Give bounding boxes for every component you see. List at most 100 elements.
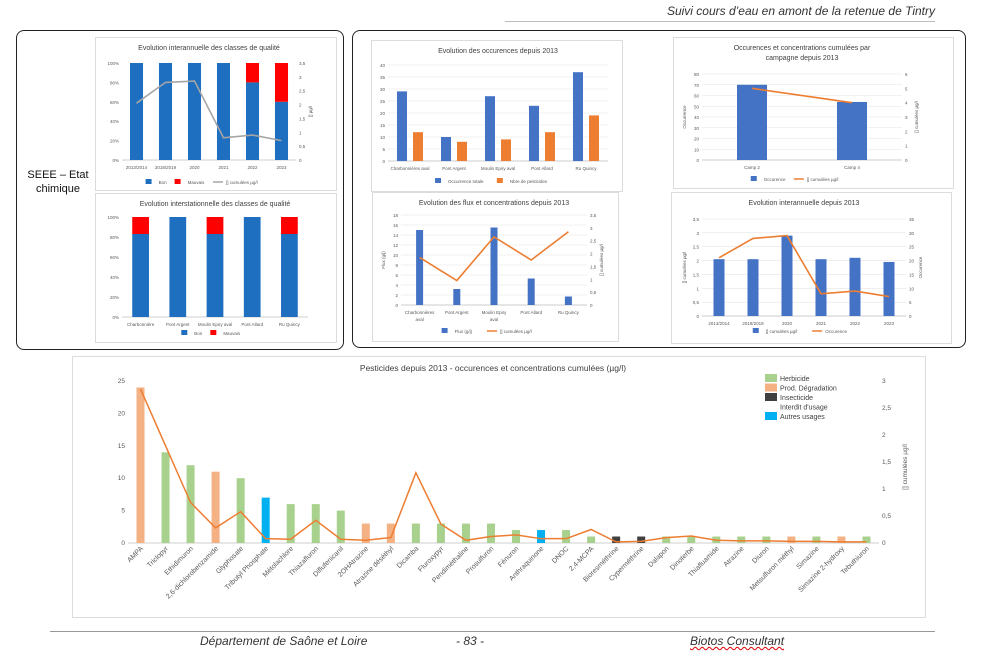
series-line [419, 231, 569, 282]
bar-primary [747, 259, 759, 316]
legend-label: Occurrence totale [448, 179, 484, 184]
bar-mauvais [245, 63, 260, 83]
bar-bon [206, 234, 224, 317]
y-tick-label: 20 [118, 410, 126, 417]
chart-c5: Evolution des flux et concentrations dep… [381, 200, 604, 334]
y-tick-label: 10 [380, 135, 386, 140]
bar-occurence [637, 536, 646, 543]
x-tick-label: aval [490, 317, 498, 322]
y2-tick-label: 20 [909, 259, 915, 264]
x-tick-label: 2021 [816, 321, 827, 326]
bar-primary [529, 105, 539, 161]
x-tick-label: Dicamba [396, 545, 421, 570]
bar-primary [453, 289, 461, 305]
x-tick-label: Triclopyr [146, 545, 170, 569]
y2-tick-label: 15 [909, 272, 915, 277]
y2-tick-label: 2 [905, 129, 908, 134]
x-tick-label: 2023 [276, 165, 287, 170]
legend-label: Bon [159, 180, 168, 185]
x-tick-label: Pont Allard [520, 310, 542, 315]
chart-c7: Pesticides depuis 2013 - occurences et c… [118, 363, 909, 600]
bar-occurence [461, 523, 470, 543]
legend-label: Mauvais [188, 180, 206, 185]
x-tick-label: 2021 [218, 165, 229, 170]
x-tick-label: 2020 [782, 321, 793, 326]
bar-occurence [261, 497, 270, 543]
bar-occurence [436, 523, 445, 543]
bar-occurence [236, 478, 245, 543]
bar-occurence [737, 536, 746, 543]
bar-occurence [837, 536, 846, 543]
legend-label: Occurence [764, 177, 786, 182]
x-tick-label: 2,6-dichlorobenzamide [165, 545, 220, 600]
y-tick-label: 8 [395, 263, 398, 268]
bar-primary [397, 91, 407, 161]
bar-primary [441, 137, 451, 161]
bar-occurence [762, 536, 771, 543]
y2-tick-label: 1,5 [299, 116, 306, 121]
chart-title: campagne depuis 2013 [766, 55, 839, 62]
y2-tick-label: 0 [590, 303, 593, 308]
chart-panel-c6: Evolution interannuelle depuis 2013 0 0,5 1… [671, 192, 952, 344]
legend-swatch [210, 330, 217, 335]
x-tick-label: Simazine [796, 545, 821, 570]
y-tick-label: 0 [395, 303, 398, 308]
chart-title: Evolution interannuelle des classes de q… [138, 45, 280, 52]
y2-tick-label: 3 [590, 226, 593, 231]
y2-tick-label: 2,5 [299, 89, 306, 94]
legend-label: Occurence [825, 329, 847, 334]
x-tick-label: Charbonnières aval [390, 166, 429, 171]
legend-label: Autres usages [780, 414, 825, 421]
y-tick-label: 50 [694, 104, 700, 109]
y2-tick-label: 2 [882, 432, 886, 439]
bar-occurence [336, 510, 345, 543]
chart-panel-c2: Evolution interstationnelle des classes … [95, 193, 337, 343]
y2-tick-label: 1 [299, 130, 302, 135]
y-tick-label: 2 [696, 259, 699, 264]
y2-tick-label: 30 [909, 231, 915, 236]
y-tick-label: 20% [110, 139, 119, 144]
bar-primary [564, 296, 572, 305]
bar-secondary [545, 132, 555, 161]
x-tick-label: Camp 2 [744, 165, 760, 170]
legend-label: [] cumulées µg/l [500, 329, 532, 334]
bar-occurence [612, 536, 621, 543]
chart-panel-c5: Evolution des flux et concentrations dep… [372, 192, 619, 342]
y-tick-label: 80% [110, 80, 119, 85]
y-tick-label: 10 [393, 253, 399, 258]
x-tick-label: Ru Quincy [279, 322, 301, 327]
bar-primary [573, 72, 583, 161]
x-tick-label: Dalapon [647, 545, 670, 568]
chart-c6: Evolution interannuelle depuis 2013 0 0,5 1… [682, 200, 923, 334]
bar-occurence [161, 452, 170, 543]
x-tick-label: Simazine 2-hydroxy [797, 545, 846, 594]
section-label-line2: chimique [35, 183, 81, 195]
legend-label: [] cumulées µg/l [807, 177, 839, 182]
legend-swatch [496, 178, 503, 183]
y-axis-label: [] cumulées µg/l [682, 252, 687, 284]
y-tick-label: 20 [380, 111, 386, 116]
page-header: Suivi cours d’eau en amont de la retenue… [666, 4, 935, 18]
bar-mauvais [274, 63, 289, 102]
bar-occurence [311, 504, 320, 543]
y-tick-label: 60 [694, 94, 700, 99]
section-label: SEEE – Etat chimique [20, 168, 96, 196]
y2-tick-label: 0 [909, 314, 912, 319]
y2-tick-label: 1,5 [590, 264, 597, 269]
chart-panel-c4: Occurences et concentrations cumulées pa… [673, 37, 954, 189]
y-tick-label: 100% [107, 215, 119, 220]
chart-panel-c1: Evolution interannuelle des classes de q… [95, 37, 337, 191]
y2-tick-label: 3 [299, 75, 302, 80]
y2-tick-label: 0,5 [590, 290, 597, 295]
bar-primary [883, 261, 895, 316]
bar-bon [216, 63, 231, 160]
x-tick-label: 2023 [884, 321, 895, 326]
legend-swatch [765, 393, 777, 401]
x-tick-label: Charbonnière [127, 322, 155, 327]
legend-swatch [441, 328, 448, 333]
bar-occurence [486, 523, 495, 543]
y2-axis-label: Occurence [918, 256, 923, 278]
legend-swatch [765, 374, 777, 382]
x-tick-label: AMPA [126, 545, 145, 564]
y2-axis-label: [] cumulées µg/l [914, 101, 919, 133]
